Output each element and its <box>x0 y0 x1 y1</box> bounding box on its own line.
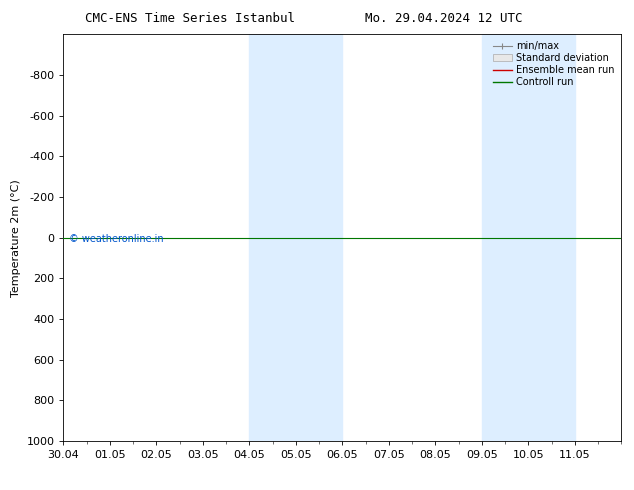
Bar <box>249 34 342 441</box>
Text: CMC-ENS Time Series Istanbul: CMC-ENS Time Series Istanbul <box>85 12 295 25</box>
Y-axis label: Temperature 2m (°C): Temperature 2m (°C) <box>11 179 21 296</box>
Bar <box>482 34 575 441</box>
Text: © weatheronline.in: © weatheronline.in <box>69 234 164 244</box>
Text: Mo. 29.04.2024 12 UTC: Mo. 29.04.2024 12 UTC <box>365 12 522 25</box>
Legend: min/max, Standard deviation, Ensemble mean run, Controll run: min/max, Standard deviation, Ensemble me… <box>491 39 616 89</box>
